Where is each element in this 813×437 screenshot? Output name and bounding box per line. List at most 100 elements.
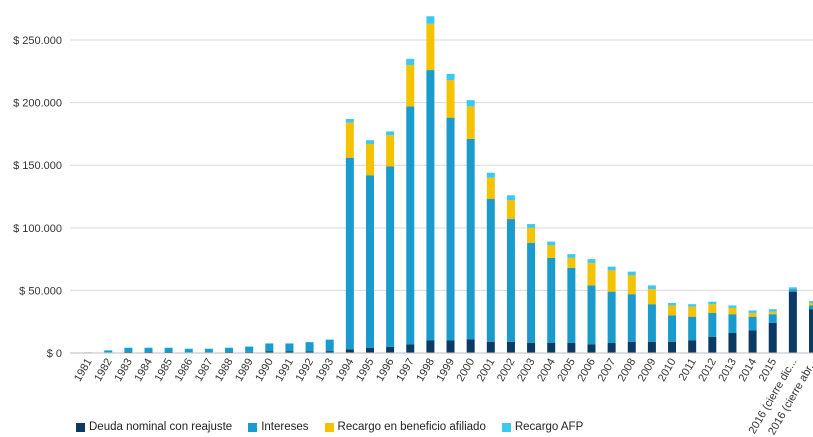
y-tick-label: $ 250.000 bbox=[13, 35, 62, 47]
bar-segment bbox=[345, 118, 354, 123]
bar-segment bbox=[788, 287, 797, 290]
bar-segment bbox=[768, 314, 777, 323]
bar-segment bbox=[647, 304, 656, 342]
bar-segment bbox=[627, 294, 636, 342]
bar-segment bbox=[406, 65, 415, 107]
bar-segment bbox=[466, 339, 475, 353]
legend-swatch bbox=[324, 422, 334, 432]
bar-segment bbox=[124, 347, 133, 352]
bar-segment bbox=[587, 262, 596, 286]
x-tick-label: 2005 bbox=[555, 357, 578, 384]
legend-label: Intereses bbox=[261, 421, 309, 433]
bar-segment bbox=[325, 351, 334, 353]
bar-segment bbox=[668, 341, 677, 353]
legend: Deuda nominal con reajuste Intereses Recar… bbox=[76, 421, 599, 433]
bar-segment bbox=[386, 131, 395, 136]
bar-segment bbox=[164, 351, 173, 353]
bar-segment bbox=[305, 342, 314, 352]
x-tick-label: 1981 bbox=[72, 357, 95, 384]
bar-segment bbox=[748, 312, 757, 317]
bar-segment bbox=[285, 351, 294, 353]
legend-item: Deuda nominal con reajuste bbox=[76, 421, 232, 433]
bar-segment bbox=[225, 347, 234, 349]
bar-segment bbox=[547, 245, 556, 258]
legend-item: Recargo AFP bbox=[501, 421, 584, 433]
x-tick-label: 1997 bbox=[394, 357, 417, 384]
x-tick-label: 1984 bbox=[132, 357, 155, 384]
legend-item: Intereses bbox=[248, 421, 309, 433]
bar-segment bbox=[788, 291, 797, 353]
x-tick-label: 2006 bbox=[575, 357, 598, 384]
bar-segment bbox=[265, 343, 274, 344]
bar-segment bbox=[728, 332, 737, 353]
bar-segment bbox=[446, 340, 455, 353]
bar-segment bbox=[647, 341, 656, 353]
bar-segment bbox=[325, 339, 334, 352]
bar-segment bbox=[245, 346, 254, 352]
bar-segment bbox=[607, 342, 616, 353]
bar-segment bbox=[567, 254, 576, 258]
bar-segment bbox=[567, 342, 576, 353]
bar-segment bbox=[225, 347, 234, 352]
x-tick-label: 1990 bbox=[253, 357, 276, 384]
bar-segment bbox=[446, 73, 455, 81]
bar-segment bbox=[768, 311, 777, 315]
bar-segment bbox=[345, 122, 354, 158]
legend-swatch bbox=[501, 422, 511, 432]
bar-segment bbox=[265, 343, 274, 352]
bar-segment bbox=[245, 351, 254, 353]
bar-segment bbox=[587, 285, 596, 345]
bar-segment bbox=[365, 143, 374, 176]
bar-segment bbox=[547, 241, 556, 246]
bar-segment bbox=[345, 157, 354, 350]
x-tick-label: 2009 bbox=[636, 357, 659, 384]
x-tick-label: 2014 bbox=[737, 357, 760, 384]
legend-swatch bbox=[76, 422, 85, 432]
bar-segment bbox=[466, 106, 475, 139]
bar-segment bbox=[527, 227, 536, 243]
bar-segment bbox=[668, 315, 677, 342]
bar-segment bbox=[708, 312, 717, 337]
bar-segment bbox=[728, 307, 737, 315]
y-tick-label: $ 200.000 bbox=[13, 98, 62, 110]
bar-segment bbox=[728, 314, 737, 333]
x-tick-label: 2012 bbox=[696, 357, 719, 384]
bar-segment bbox=[406, 344, 415, 353]
bar-segment bbox=[607, 270, 616, 292]
x-tick-label: 1982 bbox=[92, 357, 115, 384]
bar-segment bbox=[748, 316, 757, 331]
x-tick-label: 1995 bbox=[354, 357, 377, 384]
y-tick-label: $ 100.000 bbox=[13, 223, 62, 235]
bar-segment bbox=[204, 348, 213, 350]
x-tick-label: 1988 bbox=[213, 357, 236, 384]
x-tick-label: 2001 bbox=[475, 357, 498, 384]
bar-segment bbox=[204, 348, 213, 353]
legend-label: Recargo en beneficio afiliado bbox=[337, 421, 486, 433]
bar-segment bbox=[104, 350, 113, 353]
bar-segment bbox=[708, 336, 717, 353]
bar-segment bbox=[708, 304, 717, 313]
bar-segment bbox=[406, 58, 415, 66]
x-tick-label: 1983 bbox=[112, 357, 135, 384]
bar-segment bbox=[184, 348, 193, 350]
bar-segment bbox=[607, 266, 616, 271]
x-tick-label: 2004 bbox=[535, 357, 558, 384]
bar-segment bbox=[426, 70, 435, 341]
bar-segment bbox=[688, 304, 697, 307]
bar-segment bbox=[627, 341, 636, 353]
bar-segment bbox=[124, 351, 133, 353]
bar-segment bbox=[144, 347, 153, 352]
bar-segment bbox=[265, 351, 274, 353]
x-tick-label: 2010 bbox=[656, 357, 679, 384]
bar-segment bbox=[728, 305, 737, 308]
bar-segment bbox=[426, 23, 435, 71]
bar-segment bbox=[748, 330, 757, 353]
x-tick-label: 1998 bbox=[414, 357, 437, 384]
legend-label: Recargo AFP bbox=[514, 421, 584, 433]
y-tick-label: $ 50.000 bbox=[19, 285, 62, 297]
bar-segment bbox=[627, 275, 636, 295]
bar-segment bbox=[768, 309, 777, 312]
bar-segment bbox=[647, 289, 656, 305]
x-tick-label: 2011 bbox=[677, 357, 699, 383]
